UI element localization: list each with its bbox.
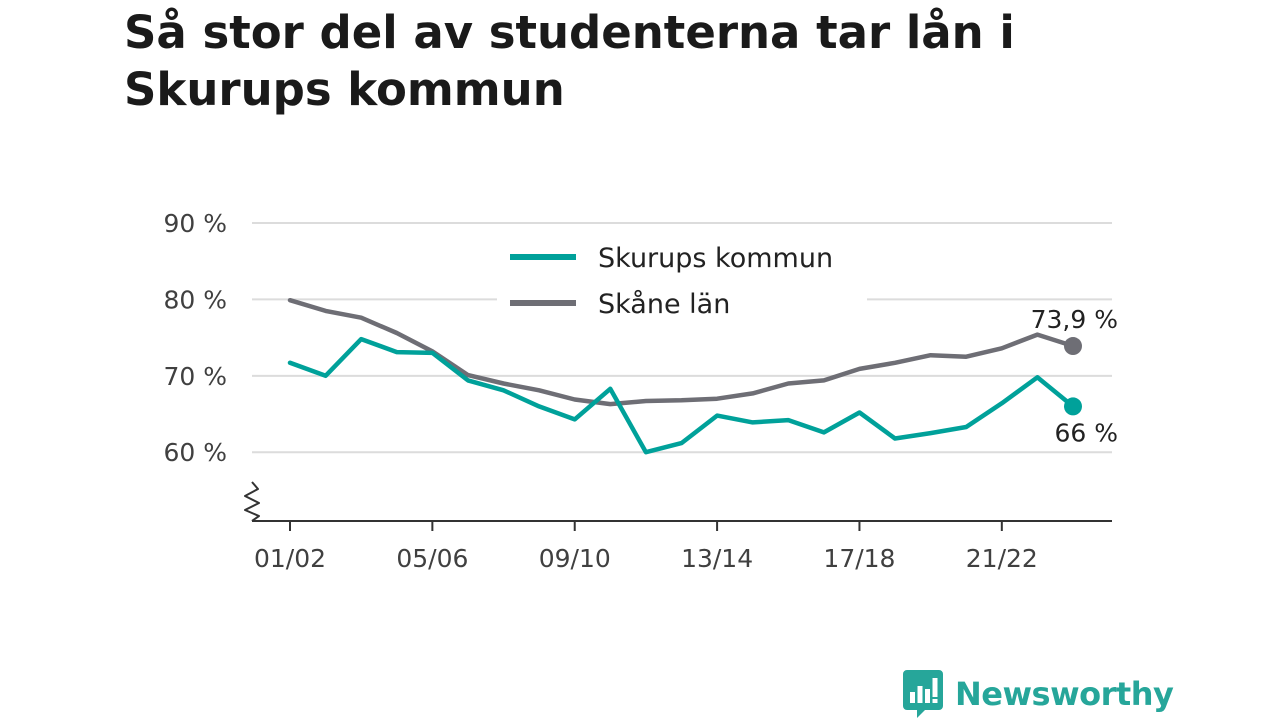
y-tick-label: 70 %	[163, 362, 227, 391]
y-tick-label: 90 %	[163, 209, 227, 238]
x-axis: 01/02 05/06 09/10 13/14 17/18 21/22	[252, 520, 1112, 573]
x-tick-label: 09/10	[539, 544, 611, 573]
legend-background	[497, 232, 867, 328]
newsworthy-logo-icon	[903, 670, 943, 718]
series-end-point	[1064, 397, 1082, 416]
brand: Newsworthy	[903, 668, 1174, 720]
x-tick-label: 01/02	[254, 544, 326, 573]
legend-label: Skåne län	[598, 289, 730, 320]
x-tick-label: 21/22	[966, 544, 1038, 573]
end-labels: 66 % 73,9 %	[1031, 305, 1118, 447]
axis-break-icon	[244, 481, 260, 522]
series-lines	[287, 297, 1082, 455]
series-end-point	[1064, 337, 1082, 356]
x-tick-label: 17/18	[823, 544, 895, 573]
end-value-label: 73,9 %	[1031, 305, 1118, 334]
axis-break-zigzag	[244, 481, 260, 522]
legend: Skurups kommun Skåne län	[497, 232, 867, 328]
series-line-skurups	[287, 336, 1076, 455]
y-tick-label: 60 %	[163, 438, 227, 467]
brand-name: Newsworthy	[955, 675, 1174, 713]
y-axis: 60 % 70 % 80 % 90 %	[163, 209, 227, 467]
chart-title: Så stor del av studenterna tar lån i Sku…	[124, 6, 1015, 116]
series-line-skane	[287, 297, 1076, 407]
x-tick-label: 05/06	[396, 544, 468, 573]
y-tick-label: 80 %	[163, 285, 227, 314]
legend-label: Skurups kommun	[598, 243, 833, 274]
end-value-label: 66 %	[1054, 418, 1118, 447]
x-tick-label: 13/14	[681, 544, 753, 573]
